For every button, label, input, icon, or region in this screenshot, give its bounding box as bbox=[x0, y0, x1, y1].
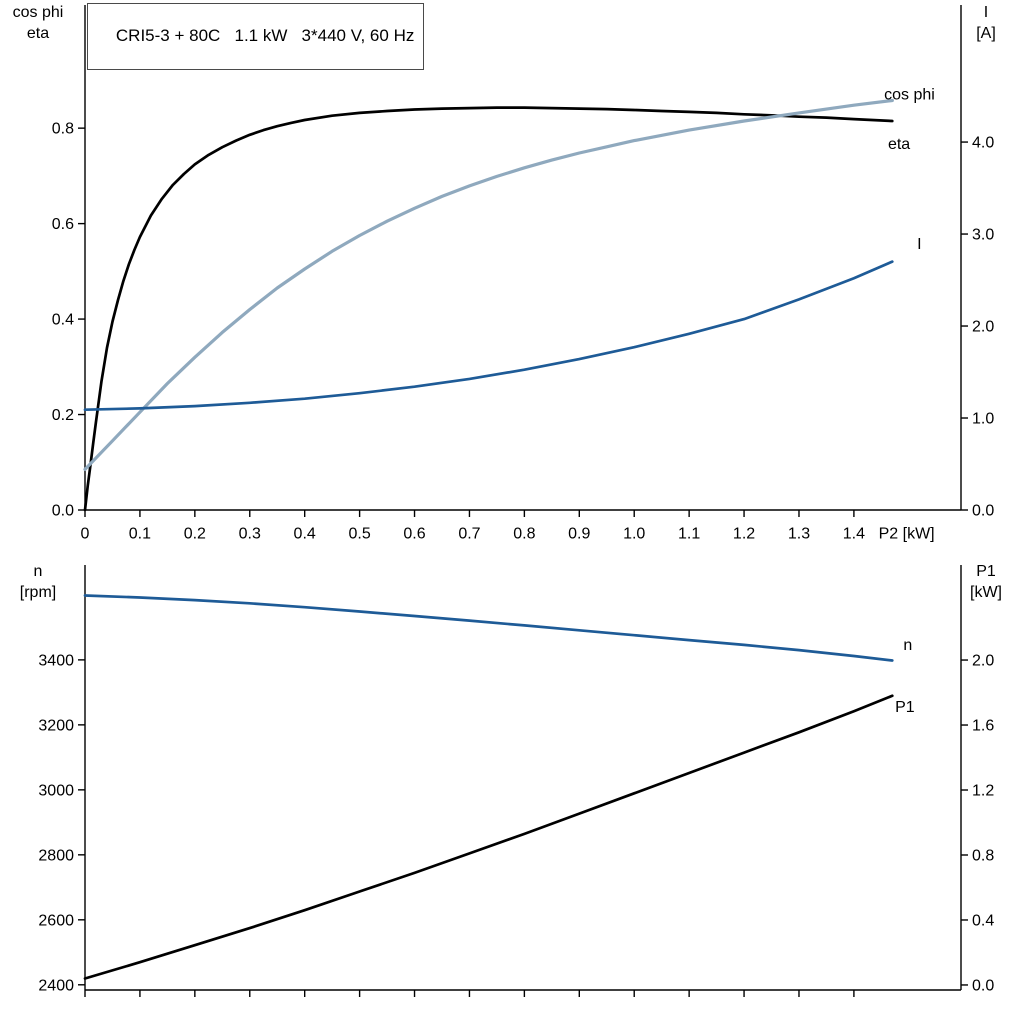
axis-title-current-unit: [A] bbox=[976, 25, 996, 42]
left-tick-label: 2600 bbox=[38, 912, 74, 929]
curve-P1 bbox=[83, 694, 894, 980]
axis-title-p1: P1 bbox=[976, 563, 996, 580]
curve-n bbox=[83, 594, 894, 662]
x-tick-label: 0.1 bbox=[129, 526, 151, 543]
chart-title: CRI5-3 + 80C 1.1 kW 3*440 V, 60 Hz bbox=[115, 26, 415, 45]
x-tick-label: 0.7 bbox=[458, 526, 480, 543]
top-right-axis-title: I [A] bbox=[955, 2, 1017, 44]
right-tick-label: 2.0 bbox=[972, 653, 994, 670]
right-tick-label: 0.0 bbox=[972, 503, 994, 520]
axis-title-speed-unit: [rpm] bbox=[19, 584, 57, 601]
left-tick-label: 0.6 bbox=[52, 216, 74, 233]
right-tick-label: 3.0 bbox=[972, 227, 994, 244]
curve-cos_phi bbox=[83, 98, 894, 471]
axis-title-speed: n bbox=[33, 563, 43, 580]
left-tick-label: 2800 bbox=[38, 847, 74, 864]
left-tick-label: 2400 bbox=[38, 977, 74, 994]
right-tick-label: 1.2 bbox=[972, 783, 994, 800]
axis-title-eta: eta bbox=[26, 25, 50, 42]
series-label-I: I bbox=[917, 236, 921, 253]
right-tick-label: 0.8 bbox=[972, 848, 994, 865]
left-tick-label: 0.8 bbox=[52, 121, 74, 138]
x-tick-label: 1.3 bbox=[788, 526, 810, 543]
top-left-axis-title: cos phi eta bbox=[2, 2, 74, 44]
right-tick-label: 2.0 bbox=[972, 319, 994, 336]
axis-title-cos-phi: cos phi bbox=[12, 4, 64, 21]
x-tick-label: 0.5 bbox=[348, 526, 370, 543]
left-tick-label: 0.2 bbox=[52, 407, 74, 424]
x-tick-label: 0.4 bbox=[294, 526, 316, 543]
x-tick-label: 0.9 bbox=[568, 526, 590, 543]
bottom-right-axis-title: P1 [kW] bbox=[955, 561, 1017, 603]
x-tick-label: 1.4 bbox=[843, 526, 865, 543]
x-tick-label: 0.8 bbox=[513, 526, 535, 543]
left-tick-label: 3000 bbox=[38, 782, 74, 799]
left-tick-label: 0.0 bbox=[52, 503, 74, 520]
axis-title-current: I bbox=[983, 4, 989, 21]
x-tick-label: 0.6 bbox=[403, 526, 425, 543]
right-tick-label: 4.0 bbox=[972, 135, 994, 152]
right-tick-label: 0.4 bbox=[972, 913, 994, 930]
left-tick-label: 3200 bbox=[38, 717, 74, 734]
x-tick-label: 0.2 bbox=[184, 526, 206, 543]
axis-title-p1-unit: [kW] bbox=[970, 584, 1002, 601]
right-tick-label: 1.0 bbox=[972, 411, 994, 428]
series-label-eta: eta bbox=[888, 136, 910, 153]
right-tick-label: 1.6 bbox=[972, 718, 994, 735]
right-tick-label: 0.0 bbox=[972, 978, 994, 995]
x-tick-label: 0 bbox=[81, 526, 90, 543]
curve-eta bbox=[83, 106, 894, 512]
series-label-P1: P1 bbox=[895, 699, 915, 716]
x-tick-label: 1.0 bbox=[623, 526, 645, 543]
curve-I bbox=[83, 260, 894, 412]
bottom-left-axis-title: n [rpm] bbox=[2, 561, 74, 603]
x-tick-label: 1.2 bbox=[733, 526, 755, 543]
left-tick-label: 3400 bbox=[38, 652, 74, 669]
left-tick-label: 0.4 bbox=[52, 312, 74, 329]
series-label-cos_phi: cos phi bbox=[884, 86, 935, 103]
chart-title-box: CRI5-3 + 80C 1.1 kW 3*440 V, 60 Hz bbox=[87, 3, 425, 70]
x-tick-label: 0.3 bbox=[239, 526, 261, 543]
series-label-n: n bbox=[903, 637, 912, 654]
x-tick-label: 1.1 bbox=[678, 526, 700, 543]
x-axis-title-label: P2 [kW] bbox=[879, 526, 935, 543]
